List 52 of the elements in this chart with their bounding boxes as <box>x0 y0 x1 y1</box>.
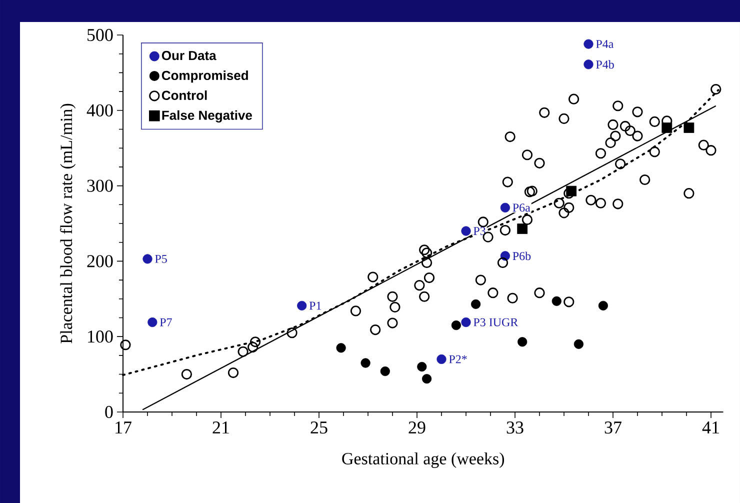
point <box>684 122 694 133</box>
y-tick-label: 400 <box>86 104 113 116</box>
y-axis-title: Placental blood flow rate (mL/min) <box>60 104 76 344</box>
annotation: P1 <box>309 302 322 310</box>
x-axis-title: Gestational age (weeks) <box>342 452 504 468</box>
x-tick-label: 25 <box>310 422 328 434</box>
legend-label: Our Data <box>162 50 216 60</box>
x-tick-label: 21 <box>212 422 229 434</box>
y-tick-label: 200 <box>87 255 113 268</box>
point <box>336 343 346 353</box>
point <box>148 317 158 328</box>
annotation: P3 <box>474 226 486 236</box>
point <box>451 320 461 330</box>
point <box>471 299 481 309</box>
annotation: P2* <box>449 355 467 364</box>
annotation: P4b <box>596 60 614 69</box>
annotation: P7 <box>160 318 172 326</box>
legend-label: False Negative <box>162 110 252 123</box>
x-tick-label: 41 <box>702 422 719 434</box>
point <box>566 186 577 196</box>
y-tick-label: 500 <box>88 28 113 42</box>
y-tick-label: 100 <box>88 330 113 343</box>
legend-label: Control <box>162 90 207 100</box>
x-tick-label: 37 <box>604 422 622 434</box>
point <box>500 202 510 212</box>
point <box>598 300 608 310</box>
annotation: P6a <box>512 204 530 212</box>
point <box>422 374 432 384</box>
legend-label: Compromised <box>162 70 248 83</box>
point <box>142 254 152 264</box>
point <box>574 339 584 349</box>
annotation: P4a <box>596 40 614 48</box>
y-tick-label: 0 <box>105 406 113 418</box>
point <box>518 337 528 347</box>
x-tick-label: 33 <box>506 422 524 434</box>
point <box>436 354 446 364</box>
point <box>517 224 528 234</box>
point <box>417 362 427 372</box>
point <box>380 366 390 376</box>
y-tick-label: 300 <box>87 180 113 192</box>
point <box>360 358 370 368</box>
x-tick-label: 29 <box>408 422 426 434</box>
point <box>461 317 471 328</box>
annotation: P5 <box>155 254 167 263</box>
point <box>297 300 307 310</box>
annotation: P3 IUGR <box>474 318 518 326</box>
point <box>461 226 471 236</box>
x-tick-label: 17 <box>116 422 132 434</box>
point <box>584 60 594 70</box>
point <box>584 39 594 49</box>
point <box>552 296 562 306</box>
annotation: P6b <box>512 252 531 260</box>
